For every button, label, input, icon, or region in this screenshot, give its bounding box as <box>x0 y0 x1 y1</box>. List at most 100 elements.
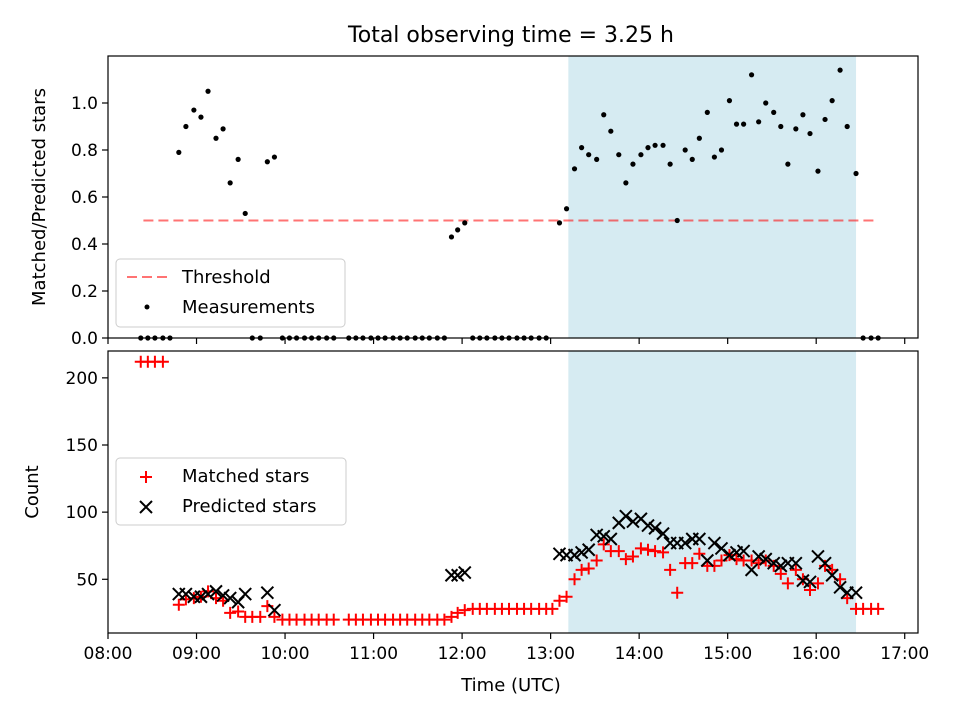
predicted-star-point <box>751 549 766 564</box>
measurement-point <box>682 147 688 153</box>
measurement-point <box>198 114 204 120</box>
ratio-y-axis-label: Matched/Predicted stars <box>29 88 50 306</box>
predicted-star-point <box>194 590 208 604</box>
measurement-point <box>220 126 226 132</box>
matched-star-point <box>789 563 802 576</box>
predicted-star-point <box>209 584 223 599</box>
matched-star-point <box>664 563 677 576</box>
measurement-point <box>778 123 784 130</box>
matched-star-point <box>568 573 581 586</box>
predicted-star-point <box>444 568 459 582</box>
measurement-point <box>645 145 651 151</box>
observing-window-top <box>568 56 857 338</box>
matched-star-point <box>451 606 464 619</box>
measurement-point <box>271 154 278 160</box>
measurement-point <box>242 210 248 217</box>
count-y-axis-label: Count <box>22 465 43 518</box>
predicted-star-point <box>458 565 472 580</box>
predicted-star-point <box>774 559 788 573</box>
predicted-star-point <box>641 518 655 533</box>
threshold-legend-label: Threshold <box>181 267 271 288</box>
matched-star-point <box>546 602 559 615</box>
measurement-point <box>652 142 658 148</box>
measurement-point <box>822 116 828 123</box>
y-tick-label: 0.8 <box>71 141 98 161</box>
matched-star-point <box>575 563 588 576</box>
matched-star-point <box>634 542 647 555</box>
predicted-star-point <box>678 536 692 550</box>
measurement-point <box>448 234 455 240</box>
matched-star-point <box>597 538 610 551</box>
matched-star-point <box>327 613 340 626</box>
measurement-point <box>741 121 747 127</box>
count-panel: 08:00 09:00 10:00 11:00 12:00 13:00 14:00 15:00… <box>22 350 929 696</box>
measurement-point <box>601 112 607 118</box>
count-axes-frame <box>107 350 919 634</box>
measurement-point <box>623 180 629 186</box>
x-tick-label: 08:00 <box>84 644 133 664</box>
matched-star-point <box>458 604 471 617</box>
ratio-series-layer <box>138 67 881 341</box>
y-tick-label: 0.6 <box>71 188 98 208</box>
predicted-star-point <box>759 552 773 566</box>
matched-star-point <box>268 610 281 623</box>
matched-star-point <box>642 543 654 556</box>
measurement-point <box>608 128 614 134</box>
predicted-star-point <box>849 586 863 600</box>
figure-title: Total observing time = 3.25 h <box>347 23 674 48</box>
matched-star-point <box>872 602 885 615</box>
ratio-x-ticks <box>107 338 906 344</box>
measurement-point <box>771 109 777 115</box>
x-tick-label: 17:00 <box>880 644 929 664</box>
x-tick-label: 14:00 <box>615 644 664 664</box>
measurement-point <box>763 100 769 106</box>
predicted-star-point <box>223 591 237 605</box>
count-series-layer <box>134 355 885 626</box>
predicted-star-point <box>619 509 633 523</box>
predicted-star-point <box>238 587 252 601</box>
x-axis-label: Time (UTC) <box>460 675 561 696</box>
predicted-star-point <box>818 556 832 570</box>
x-tick-label: 16:00 <box>792 644 841 664</box>
y-tick-label: 1.0 <box>71 94 98 114</box>
matched-star-point <box>811 577 824 590</box>
matched-star-point <box>626 550 639 563</box>
matched-star-point <box>582 562 595 575</box>
predicted-star-point <box>216 588 230 603</box>
predicted-star-point <box>803 575 817 589</box>
measurement-point <box>638 152 644 158</box>
measurement-point <box>704 109 710 115</box>
measurement-point <box>462 220 468 226</box>
matched-star-point <box>619 553 632 566</box>
predicted-star-point <box>825 568 839 582</box>
predicted-star-point <box>833 580 847 595</box>
count-y-ticks: 50 100 150 200 <box>66 369 108 590</box>
measurement-point <box>563 206 570 212</box>
measurement-point <box>579 145 585 151</box>
predicted-star-point <box>692 532 707 546</box>
measurement-point <box>696 135 702 141</box>
measurement-point <box>571 166 578 172</box>
y-tick-label: 200 <box>66 369 98 389</box>
ratio-y-ticks: 0.0 0.2 0.4 0.6 0.8 1.0 <box>71 94 108 349</box>
matched-star-point <box>224 606 237 619</box>
matched-star-point <box>649 545 662 558</box>
ratio-panel: 0.0 0.2 0.4 0.6 0.8 1.0 Matched/Predicted sta… <box>29 55 919 349</box>
matched-legend-label: Matched stars <box>182 466 309 487</box>
matched-star-point <box>693 547 706 560</box>
measurements-legend-marker <box>144 304 150 310</box>
matched-star-point <box>590 554 603 567</box>
predicted-star-point <box>260 586 275 600</box>
x-tick-label: 12:00 <box>438 644 487 664</box>
matched-star-point <box>445 610 458 623</box>
measurement-point <box>205 88 211 94</box>
matched-star-point <box>232 605 245 618</box>
y-tick-label: 50 <box>76 570 98 590</box>
measurement-point <box>711 154 717 160</box>
measurements-legend-label: Measurements <box>182 297 315 318</box>
measurement-point <box>785 161 791 167</box>
measurement-point <box>844 123 850 130</box>
measurement-point <box>455 227 461 233</box>
measurement-point <box>183 123 189 130</box>
